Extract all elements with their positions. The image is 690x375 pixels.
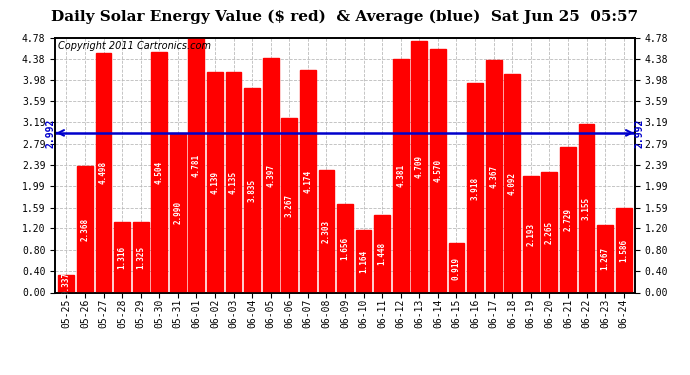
- Bar: [467, 84, 483, 292]
- Text: 3.267: 3.267: [285, 194, 294, 217]
- Text: 1.325: 1.325: [136, 246, 145, 269]
- Text: 2.990: 2.990: [173, 201, 182, 224]
- Text: 4.367: 4.367: [489, 165, 498, 188]
- Text: 3.918: 3.918: [471, 176, 480, 200]
- Bar: [132, 222, 148, 292]
- Bar: [393, 59, 408, 292]
- Text: 4.092: 4.092: [508, 172, 517, 195]
- Text: 2.265: 2.265: [545, 220, 554, 244]
- Text: 2.303: 2.303: [322, 219, 331, 243]
- Bar: [244, 88, 260, 292]
- Bar: [448, 243, 464, 292]
- Bar: [597, 225, 613, 292]
- Text: 1.586: 1.586: [619, 238, 628, 262]
- Bar: [374, 215, 390, 292]
- Bar: [504, 74, 520, 292]
- Bar: [542, 172, 558, 292]
- Bar: [188, 38, 204, 292]
- Bar: [615, 208, 631, 292]
- Bar: [579, 124, 594, 292]
- Bar: [430, 49, 446, 292]
- Text: 4.498: 4.498: [99, 161, 108, 184]
- Text: 4.504: 4.504: [155, 161, 164, 184]
- Bar: [560, 147, 576, 292]
- Text: 4.381: 4.381: [396, 164, 405, 187]
- Bar: [486, 60, 502, 292]
- Bar: [411, 41, 427, 292]
- Text: 4.397: 4.397: [266, 164, 275, 187]
- Bar: [77, 166, 93, 292]
- Text: 4.570: 4.570: [433, 159, 442, 182]
- Text: 0.337: 0.337: [62, 272, 71, 295]
- Text: 1.316: 1.316: [117, 246, 126, 269]
- Text: 1.164: 1.164: [359, 250, 368, 273]
- Text: 2.193: 2.193: [526, 222, 535, 246]
- Text: 3.155: 3.155: [582, 197, 591, 220]
- Text: 4.135: 4.135: [229, 171, 238, 194]
- Bar: [96, 53, 111, 292]
- Bar: [226, 72, 241, 292]
- Bar: [319, 170, 335, 292]
- Text: 1.267: 1.267: [600, 247, 609, 270]
- Bar: [263, 58, 279, 292]
- Text: 3.835: 3.835: [248, 178, 257, 202]
- Text: 0.919: 0.919: [452, 256, 461, 279]
- Text: 4.139: 4.139: [210, 171, 219, 194]
- Bar: [114, 222, 130, 292]
- Bar: [355, 230, 371, 292]
- Text: 2.992: 2.992: [46, 118, 56, 148]
- Text: 4.174: 4.174: [304, 170, 313, 193]
- Text: Copyright 2011 Cartronics.com: Copyright 2011 Cartronics.com: [58, 41, 211, 51]
- Text: 2.368: 2.368: [81, 218, 90, 241]
- Bar: [207, 72, 223, 292]
- Text: 2.992: 2.992: [635, 118, 644, 148]
- Text: 2.729: 2.729: [564, 208, 573, 231]
- Text: 4.781: 4.781: [192, 153, 201, 177]
- Text: Daily Solar Energy Value ($ red)  & Average (blue)  Sat Jun 25  05:57: Daily Solar Energy Value ($ red) & Avera…: [52, 9, 638, 24]
- Text: 1.448: 1.448: [377, 242, 386, 266]
- Text: 4.709: 4.709: [415, 155, 424, 178]
- Bar: [523, 176, 539, 292]
- Bar: [151, 52, 167, 292]
- Text: 1.656: 1.656: [340, 237, 350, 260]
- Bar: [300, 70, 316, 292]
- Bar: [282, 118, 297, 292]
- Bar: [337, 204, 353, 292]
- Bar: [170, 133, 186, 292]
- Bar: [59, 274, 75, 292]
